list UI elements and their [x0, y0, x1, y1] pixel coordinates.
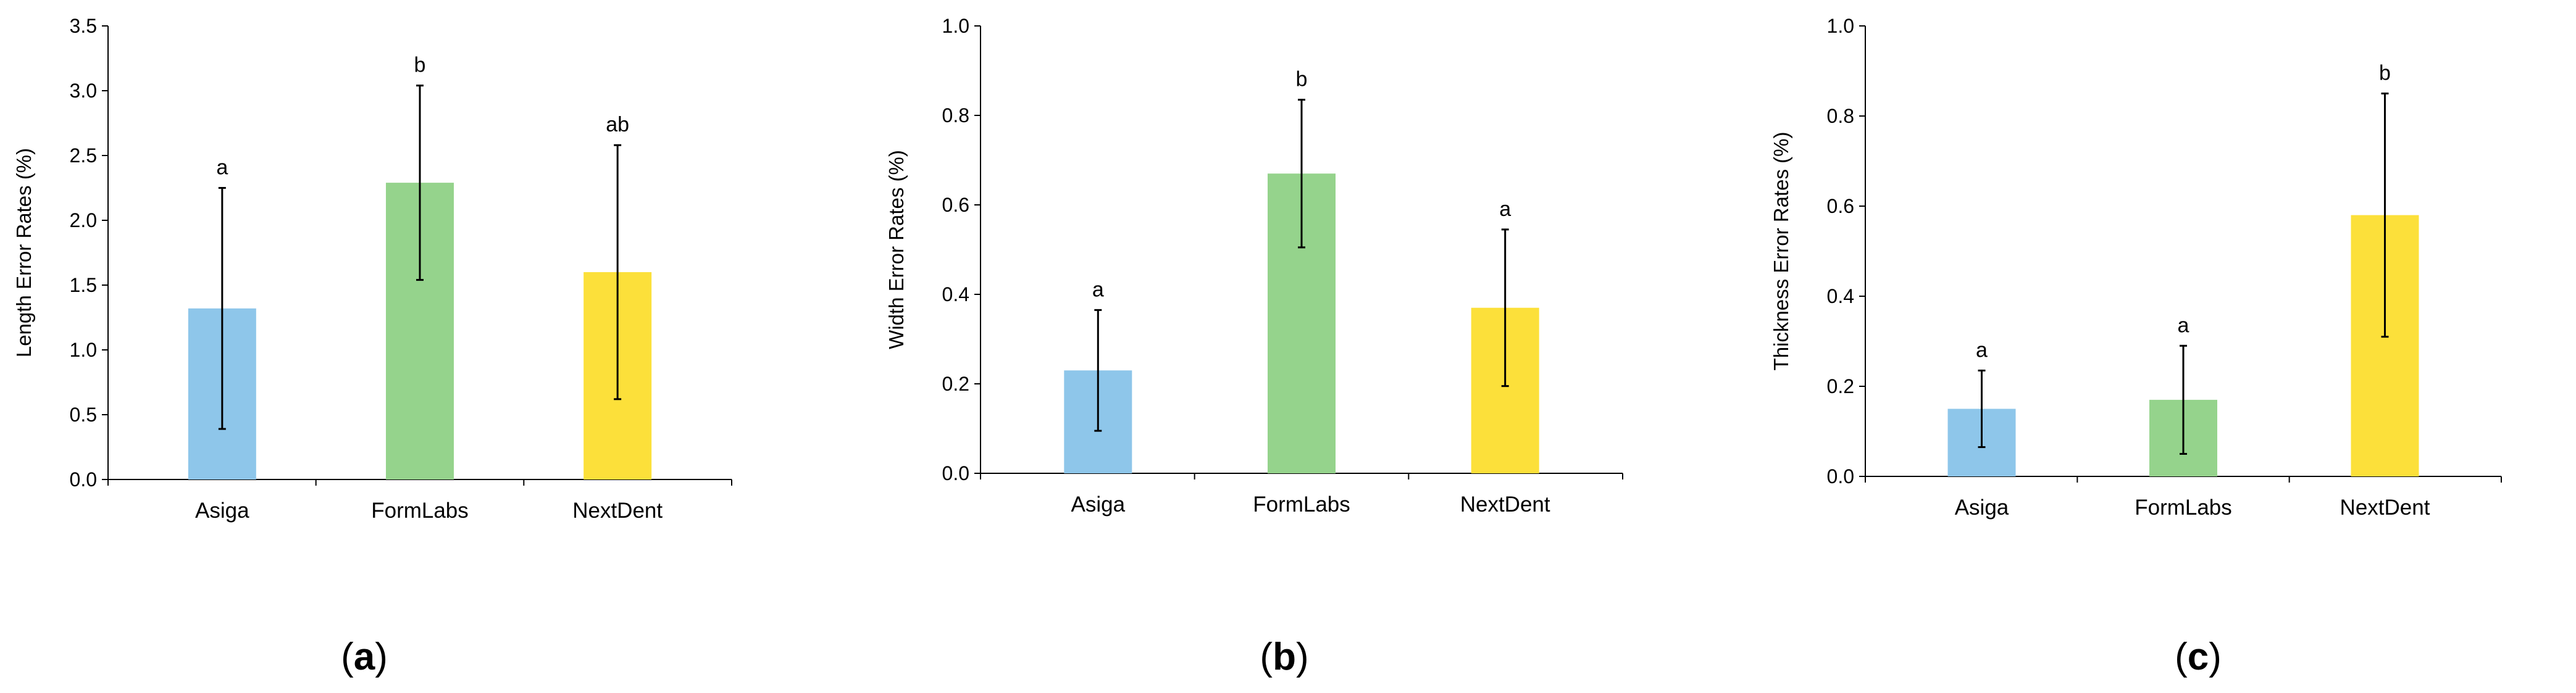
category-label: Asiga [1955, 496, 2009, 520]
category-label: NextDent [2340, 496, 2430, 520]
category-label: FormLabs [1253, 492, 1350, 517]
y-tick-label: 3.0 [70, 80, 97, 102]
significance-letter: b [1296, 68, 1308, 91]
panel-caption: (b) [1260, 636, 1308, 678]
y-tick-label: 0.2 [942, 373, 969, 395]
y-tick-label: 0.8 [1827, 105, 1854, 127]
y-tick-label: 0.4 [942, 283, 969, 305]
panel-caption: (a) [341, 636, 388, 678]
category-label: FormLabs [371, 499, 469, 523]
y-tick-label: 2.0 [70, 209, 97, 231]
y-axis-label: Width Error Rates (%) [885, 150, 908, 349]
y-tick-label: 1.0 [1827, 15, 1854, 37]
significance-letter: b [2379, 62, 2391, 85]
y-tick-label: 0.0 [70, 468, 97, 491]
significance-letter: a [1092, 278, 1104, 301]
y-axis-label: Length Error Rates (%) [12, 148, 35, 357]
significance-letter: a [1499, 197, 1511, 221]
significance-letter: a [216, 156, 228, 180]
category-label: Asiga [195, 499, 249, 523]
y-tick-label: 0.6 [942, 194, 969, 216]
y-tick-label: 0.8 [942, 104, 969, 127]
y-tick-label: 0.0 [1827, 465, 1854, 488]
y-tick-label: 0.4 [1827, 285, 1854, 307]
y-tick-label: 2.5 [70, 144, 97, 167]
y-tick-label: 3.5 [70, 15, 97, 37]
y-tick-label: 0.6 [1827, 195, 1854, 217]
category-label: Asiga [1071, 492, 1126, 517]
y-tick-label: 0.2 [1827, 375, 1854, 397]
category-label: NextDent [1460, 492, 1550, 517]
panel-caption: (c) [2175, 636, 2222, 678]
significance-letter: ab [606, 113, 629, 136]
significance-letter: a [2178, 313, 2189, 337]
category-label: FormLabs [2135, 496, 2232, 520]
y-tick-label: 0.0 [942, 462, 969, 484]
y-tick-label: 0.5 [70, 404, 97, 426]
y-tick-label: 1.5 [70, 274, 97, 296]
category-label: NextDent [572, 499, 663, 523]
significance-letter: a [1976, 338, 1988, 362]
y-tick-label: 1.0 [70, 339, 97, 361]
y-tick-label: 1.0 [942, 15, 969, 37]
significance-letter: b [414, 54, 426, 77]
y-axis-label: Thickness Error Rates (%) [1770, 132, 1792, 371]
